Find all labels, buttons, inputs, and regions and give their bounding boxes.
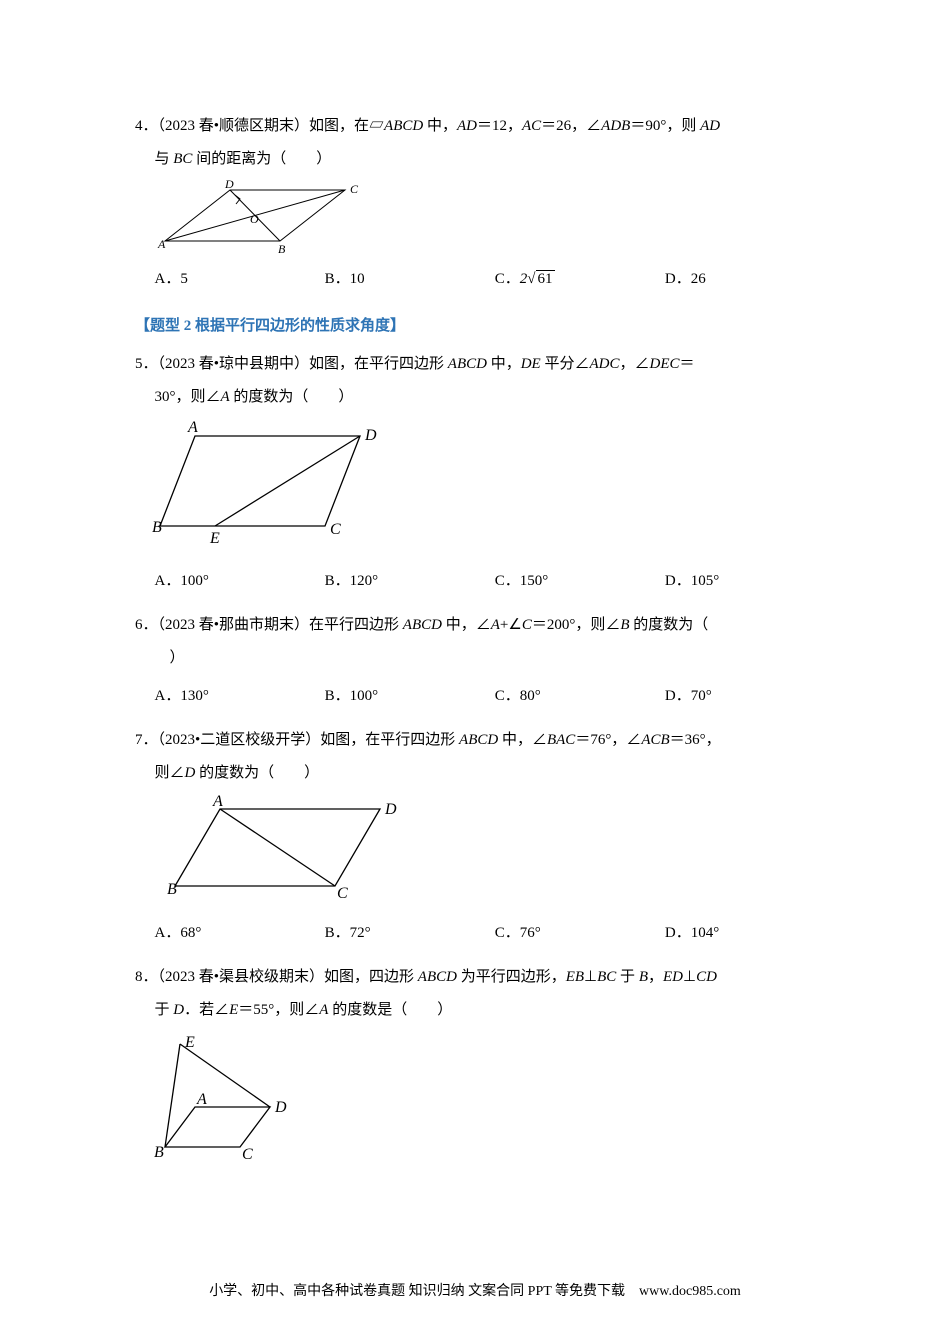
q8-line2: 于 D．若∠E＝55°，则∠A 的度数是（ ） xyxy=(135,994,835,1027)
q4-optA: A．5 xyxy=(155,266,325,293)
q6-text: 6．（2023 春•那曲市期末）在平行四边形 ABCD 中，∠A+∠C＝200°… xyxy=(135,609,835,642)
q6-number: 6． xyxy=(135,617,158,633)
question-4: 4．（2023 春•顺德区期末）如图，在▱ABCD 中，AD＝12，AC＝26，… xyxy=(135,110,835,293)
q8-figure: E A D B C xyxy=(150,1029,310,1159)
q4-prefix: （2023 春•顺德区期末）如图，在▱ xyxy=(158,118,385,134)
q4-figure: A B C D O xyxy=(150,178,370,258)
q5-optB: B．120° xyxy=(325,568,495,595)
svg-text:C: C xyxy=(350,182,359,196)
page-footer: 小学、初中、高中各种试卷真题 知识归纳 文案合同 PPT 等免费下载 www.d… xyxy=(0,1279,950,1304)
q6-line2: ） xyxy=(135,642,835,675)
question-7: 7．（2023•二道区校级开学）如图，在平行四边形 ABCD 中，∠BAC＝76… xyxy=(135,724,835,947)
q4-number: 4． xyxy=(135,118,158,134)
q5-figure: A D B C E xyxy=(150,418,380,548)
page: 4．（2023 春•顺德区期末）如图，在▱ABCD 中，AD＝12，AC＝26，… xyxy=(0,0,950,1344)
svg-text:D: D xyxy=(274,1099,287,1116)
q7-number: 7． xyxy=(135,732,158,748)
q5-options: A．100° B．120° C．150° D．105° xyxy=(135,568,835,595)
svg-text:C: C xyxy=(337,885,348,902)
svg-text:B: B xyxy=(152,519,162,536)
q7-text: 7．（2023•二道区校级开学）如图，在平行四边形 ABCD 中，∠BAC＝76… xyxy=(135,724,835,757)
q5-number: 5． xyxy=(135,356,158,372)
q8-text: 8．（2023 春•渠县校级期末）如图，四边形 ABCD 为平行四边形，EB⊥B… xyxy=(135,961,835,994)
q6-optA: A．130° xyxy=(155,683,325,710)
q6-optC: C．80° xyxy=(495,683,665,710)
svg-text:E: E xyxy=(209,530,220,547)
svg-text:B: B xyxy=(278,242,286,256)
q4-text: 4．（2023 春•顺德区期末）如图，在▱ABCD 中，AD＝12，AC＝26，… xyxy=(135,110,835,143)
q6-optD: D．70° xyxy=(665,683,835,710)
svg-text:D: D xyxy=(384,801,397,818)
q7-optC: C．76° xyxy=(495,920,665,947)
q7-optB: B．72° xyxy=(325,920,495,947)
q7-line2: 则∠D 的度数为（ ） xyxy=(135,757,835,790)
q5-optA: A．100° xyxy=(155,568,325,595)
svg-text:B: B xyxy=(167,881,177,898)
q5-optD: D．105° xyxy=(665,568,835,595)
q4-abcd: ABCD xyxy=(384,118,423,134)
question-8: 8．（2023 春•渠县校级期末）如图，四边形 ABCD 为平行四边形，EB⊥B… xyxy=(135,961,835,1159)
question-5: 5．（2023 春•琼中县期中）如图，在平行四边形 ABCD 中，DE 平分∠A… xyxy=(135,348,835,595)
svg-text:B: B xyxy=(154,1144,164,1159)
question-6: 6．（2023 春•那曲市期末）在平行四边形 ABCD 中，∠A+∠C＝200°… xyxy=(135,609,835,710)
q5-line2: 30°，则∠A 的度数为（ ） xyxy=(135,381,835,414)
q4-optC: C．2√61 xyxy=(495,266,665,293)
svg-text:O: O xyxy=(250,212,259,226)
q6-optB: B．100° xyxy=(325,683,495,710)
svg-text:A: A xyxy=(157,237,166,251)
q4-optB: B．10 xyxy=(325,266,495,293)
section-2-title: 【题型 2 根据平行四边形的性质求角度】 xyxy=(135,313,835,340)
q7-figure: A D B C xyxy=(165,794,405,904)
q7-optA: A．68° xyxy=(155,920,325,947)
q5-text: 5．（2023 春•琼中县期中）如图，在平行四边形 ABCD 中，DE 平分∠A… xyxy=(135,348,835,381)
q8-number: 8． xyxy=(135,969,158,985)
svg-text:A: A xyxy=(196,1091,207,1108)
svg-text:D: D xyxy=(364,427,377,444)
svg-text:E: E xyxy=(184,1034,195,1051)
q7-options: A．68° B．72° C．76° D．104° xyxy=(135,920,835,947)
svg-text:A: A xyxy=(212,794,223,810)
svg-text:A: A xyxy=(187,419,198,436)
svg-text:C: C xyxy=(242,1146,253,1159)
svg-text:D: D xyxy=(224,178,234,191)
svg-text:C: C xyxy=(330,521,341,538)
q4-optD: D．26 xyxy=(665,266,835,293)
q7-optD: D．104° xyxy=(665,920,835,947)
q5-optC: C．150° xyxy=(495,568,665,595)
q6-options: A．130° B．100° C．80° D．70° xyxy=(135,683,835,710)
q4-options: A．5 B．10 C．2√61 D．26 xyxy=(135,266,835,293)
q4-line2: 与 BC 间的距离为（ ） xyxy=(135,143,835,176)
